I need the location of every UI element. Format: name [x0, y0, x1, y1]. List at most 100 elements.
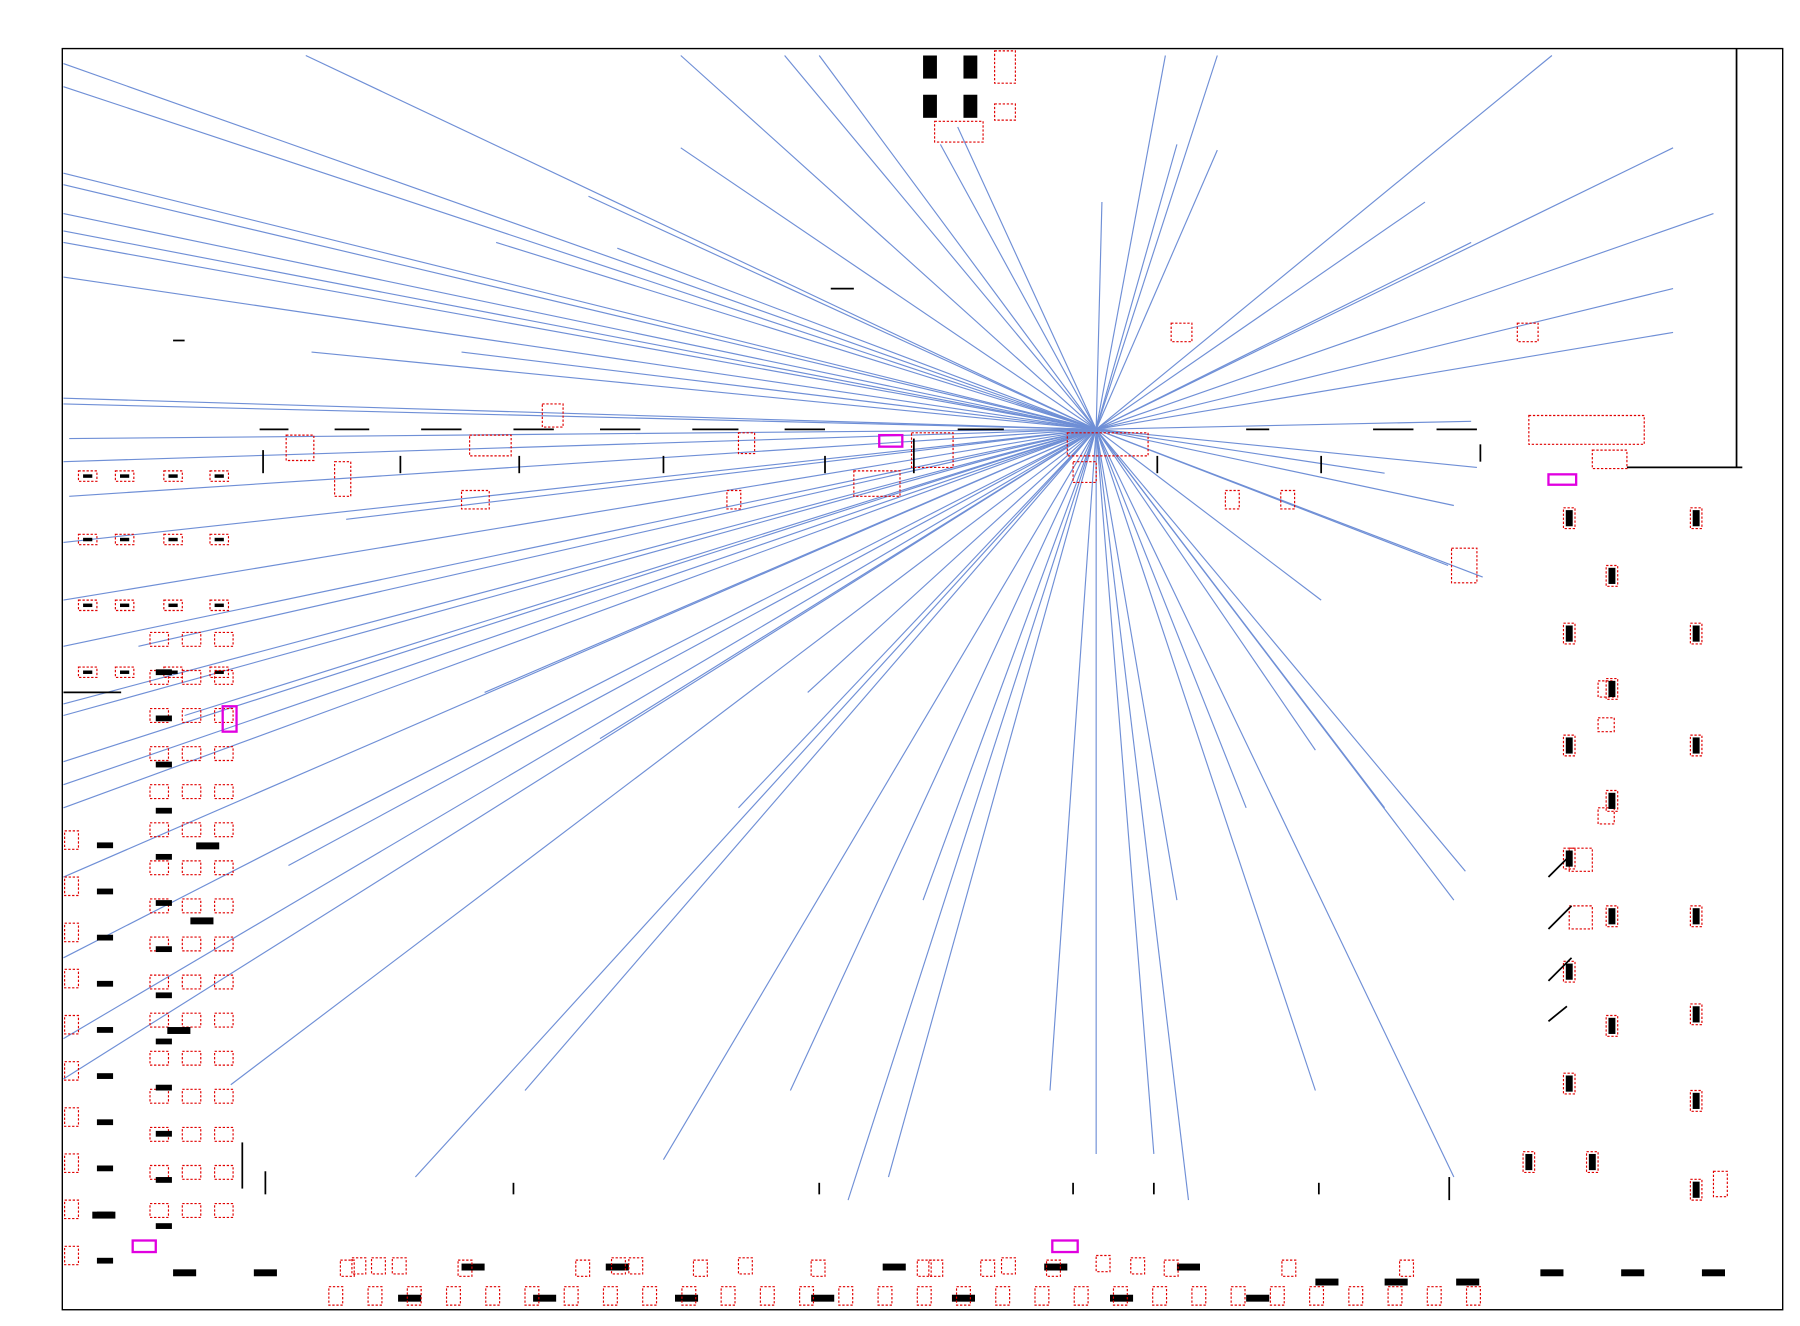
fixture: [181, 1126, 202, 1142]
ray: [63, 403, 1097, 430]
block: [1384, 1278, 1408, 1286]
ray: [63, 428, 1097, 601]
block: [963, 55, 978, 79]
fixture: [916, 1259, 932, 1277]
block: [155, 900, 172, 906]
block: [1692, 625, 1700, 642]
block: [83, 603, 93, 608]
fixture: [214, 936, 234, 952]
ray: [807, 428, 1097, 693]
wall-group: [63, 48, 1743, 1201]
block: [1565, 737, 1573, 754]
ray: [63, 86, 1097, 430]
block: [1044, 1263, 1068, 1271]
fixture: [1605, 564, 1619, 587]
ray: [63, 428, 1097, 959]
fixture: [149, 1050, 170, 1066]
stair: [1547, 957, 1573, 982]
ray: [1095, 429, 1247, 809]
block: [214, 603, 224, 608]
ray: [69, 428, 1097, 440]
ray: [63, 428, 1097, 647]
fixture: [1597, 807, 1615, 825]
block: [675, 1294, 699, 1302]
fixture: [391, 1257, 407, 1275]
fixture: [149, 746, 170, 762]
fixture: [1689, 1003, 1703, 1026]
ray: [461, 351, 1097, 430]
ray: [588, 195, 1097, 430]
fixture: [1605, 789, 1619, 812]
block: [155, 1084, 172, 1091]
fixture: [149, 860, 170, 876]
ray: [484, 428, 1097, 693]
ray: [1095, 428, 1322, 601]
block: [1525, 1153, 1533, 1171]
ray: [1095, 429, 1455, 1178]
ray: [1049, 429, 1097, 1091]
block: [96, 1073, 114, 1079]
fixture: [737, 1257, 753, 1275]
ray: [738, 428, 1097, 809]
fixture: [181, 898, 202, 914]
block: [1565, 1075, 1573, 1092]
ray: [63, 428, 1097, 705]
block: [155, 1130, 172, 1137]
fixture: [810, 1259, 826, 1277]
fixture: [737, 432, 756, 455]
fixture: [1597, 717, 1615, 733]
block: [605, 1263, 629, 1271]
ray: [63, 184, 1097, 430]
ray: [1095, 147, 1674, 430]
block: [533, 1294, 557, 1302]
ray: [1096, 288, 1674, 430]
fixture: [181, 1012, 202, 1028]
ray-group: [63, 54, 1714, 1201]
block: [155, 1038, 172, 1045]
fixture: [575, 1259, 591, 1277]
ray: [847, 429, 1097, 1201]
block: [1456, 1278, 1480, 1286]
block: [1588, 1153, 1596, 1171]
fixture: [853, 470, 901, 497]
ray: [1096, 428, 1454, 507]
fixture: [77, 666, 98, 678]
fixture: [181, 1202, 202, 1218]
block: [214, 474, 224, 478]
highlight: [1051, 1239, 1079, 1254]
ray: [63, 428, 1097, 1040]
fixture: [1000, 1257, 1016, 1275]
fixture: [1045, 1259, 1061, 1277]
fixture: [77, 533, 98, 546]
block: [96, 980, 114, 987]
ray: [63, 276, 1097, 430]
highlight: [1547, 473, 1578, 486]
fixture: [1562, 847, 1576, 870]
ray: [1095, 55, 1553, 430]
block: [1621, 1269, 1645, 1277]
fixture: [149, 1012, 170, 1028]
item-group: [64, 50, 1728, 1306]
fixture: [1399, 1259, 1415, 1277]
fixture: [994, 103, 1016, 121]
ray: [789, 429, 1097, 1091]
ray: [662, 429, 1097, 1161]
block: [1701, 1269, 1725, 1277]
ray: [63, 428, 1097, 463]
block: [1608, 567, 1616, 584]
ray: [311, 351, 1097, 430]
fixture: [149, 784, 170, 800]
fixture: [214, 1050, 234, 1066]
block: [1565, 963, 1573, 980]
ray: [1096, 428, 1385, 474]
block: [1692, 510, 1700, 527]
block: [1565, 510, 1573, 527]
fixture: [1689, 1089, 1703, 1112]
fixture: [1528, 414, 1645, 445]
stair: [1547, 905, 1573, 930]
block: [83, 474, 93, 478]
block: [811, 1294, 835, 1302]
fixture: [181, 1050, 202, 1066]
block: [92, 1211, 116, 1219]
